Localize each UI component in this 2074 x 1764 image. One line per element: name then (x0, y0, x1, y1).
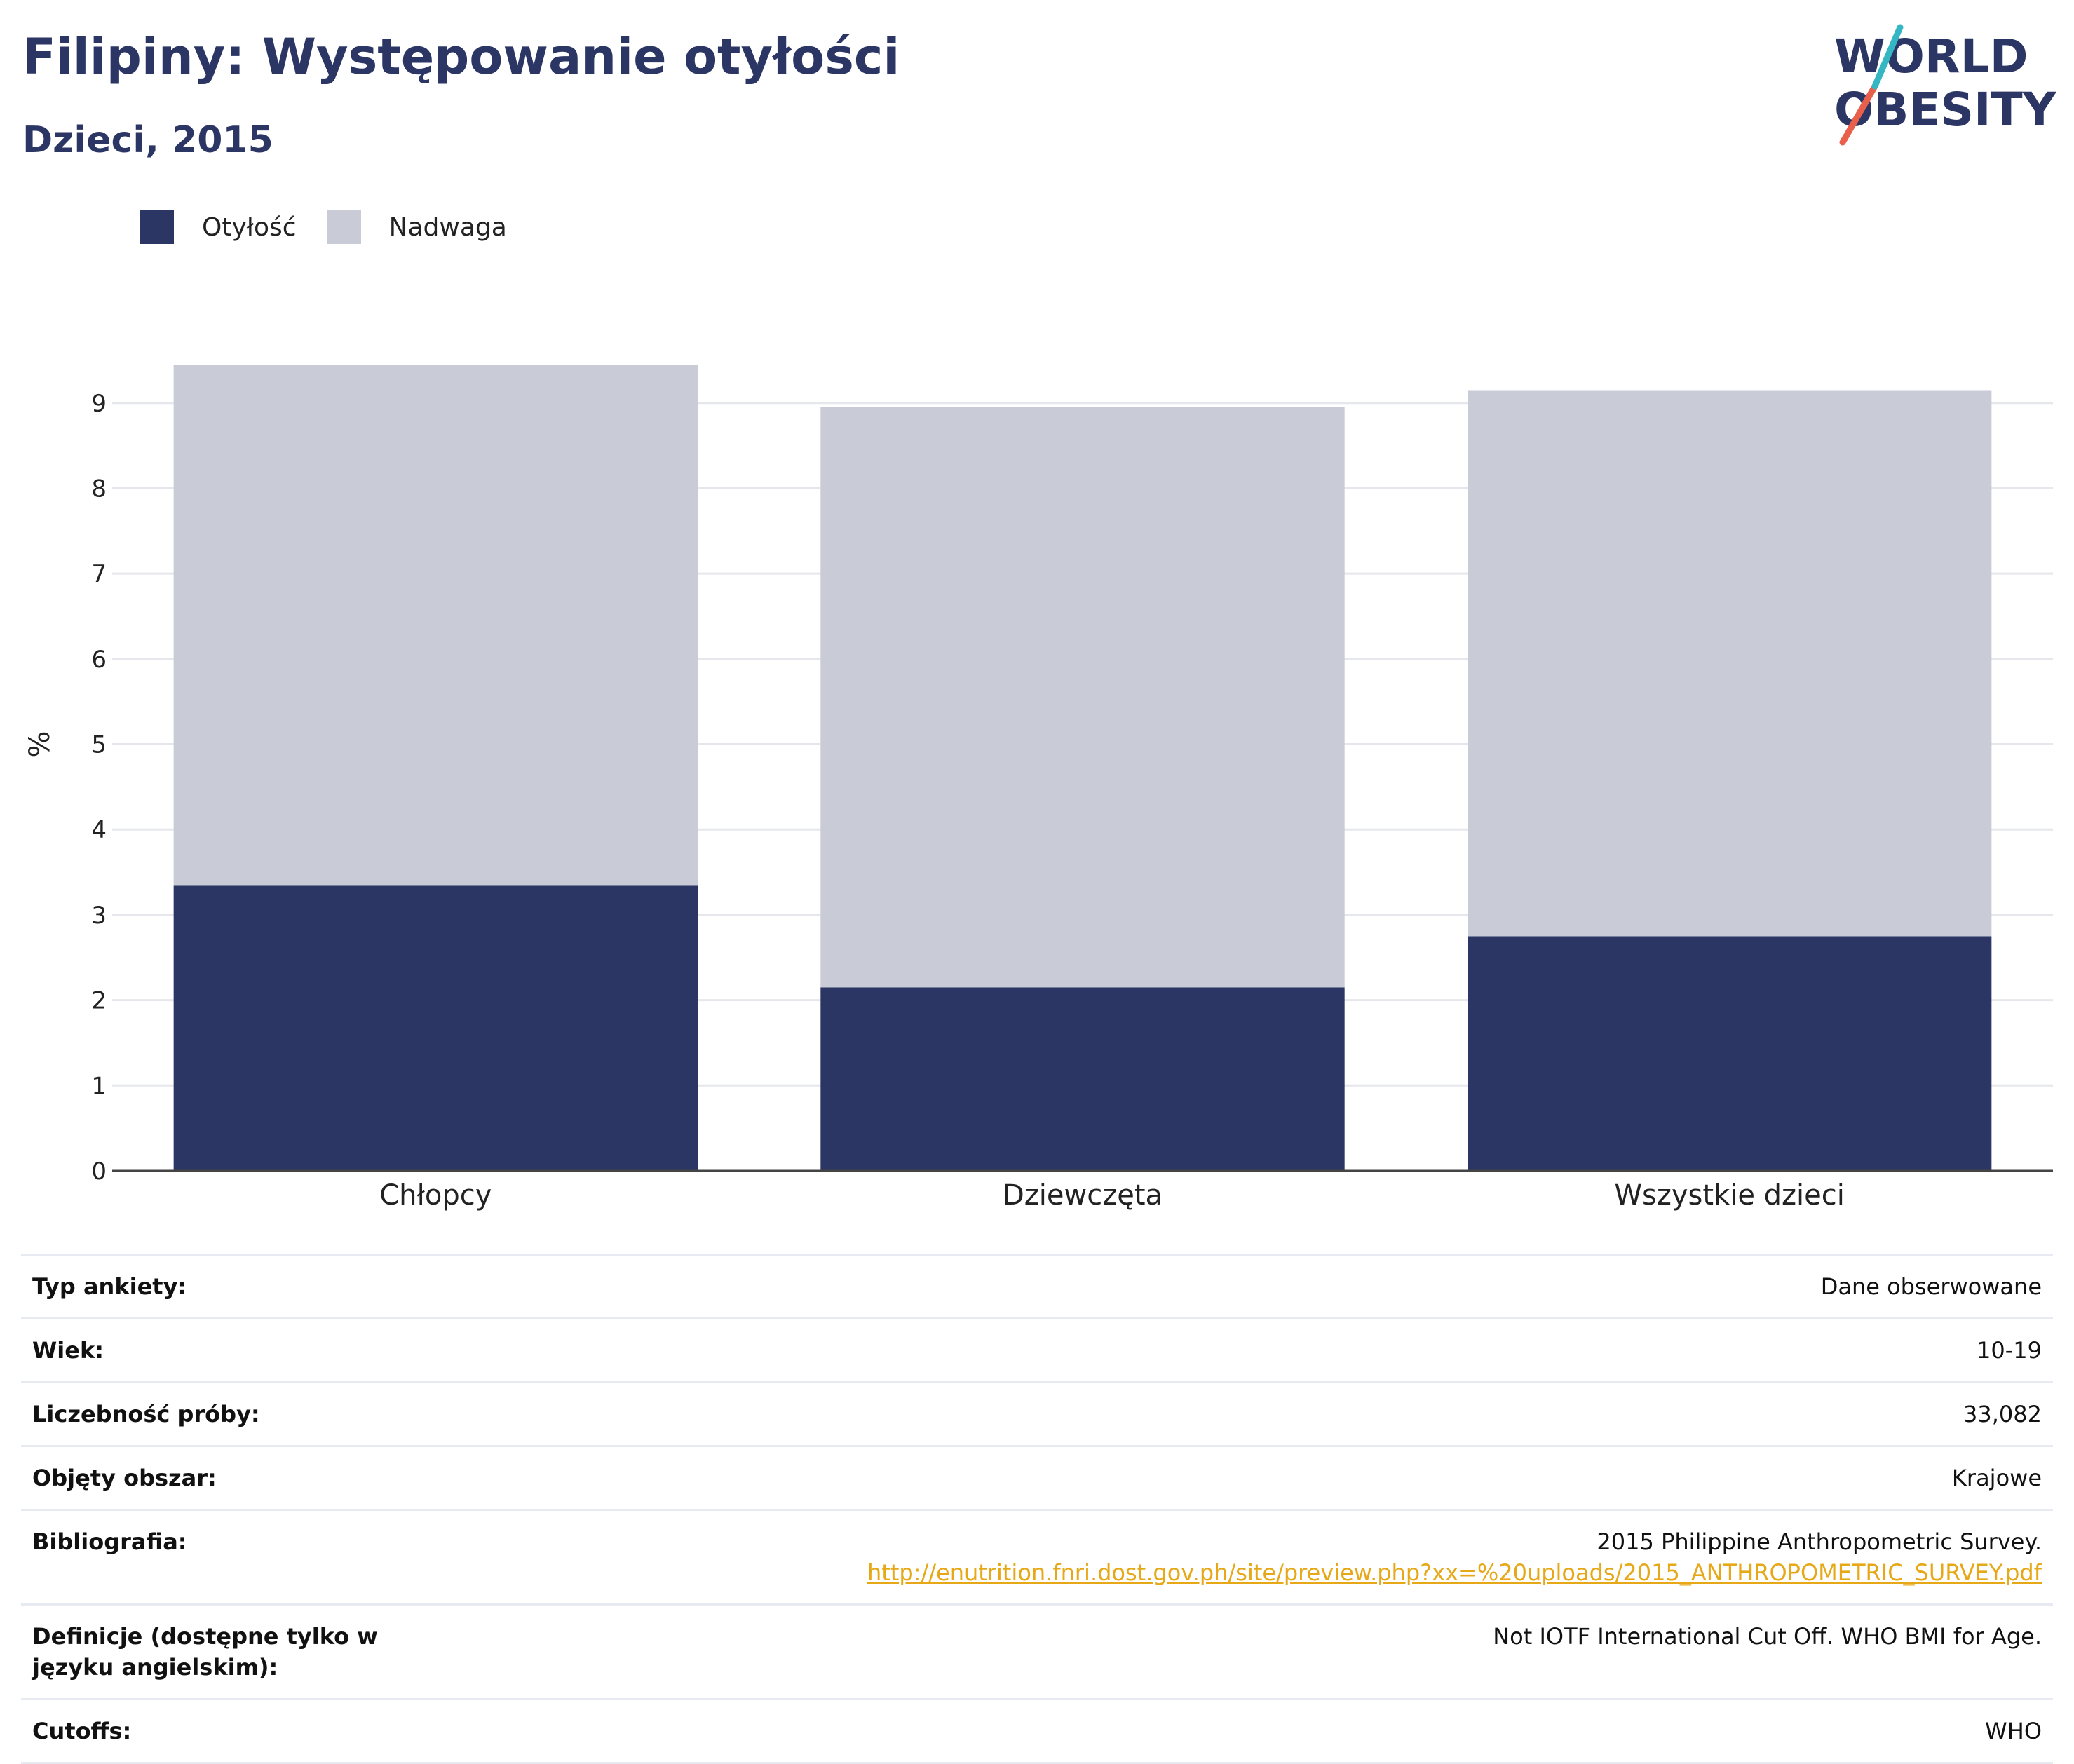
legend-item-obesity[interactable]: Otyłość (140, 210, 297, 244)
details-label: Liczebność próby: (21, 1381, 478, 1446)
legend-swatch-overweight (327, 210, 361, 244)
y-tick-label: 6 (91, 646, 107, 674)
y-tick-label: 3 (91, 902, 107, 930)
y-tick-label: 7 (91, 560, 107, 588)
details-value: 2015 Philippine Anthropometric Survey. (1597, 1528, 2042, 1555)
chart-subtitle: Dzieci, 2015 (22, 119, 273, 161)
legend-swatch-obesity (140, 210, 174, 244)
details-row-age: Wiek: 10-19 (21, 1317, 2053, 1383)
y-tick-label: 4 (91, 816, 107, 844)
details-value: WHO (478, 1698, 2053, 1764)
details-table: Typ ankiety: Dane obserwowane Wiek: 10-1… (21, 1254, 2053, 1764)
details-row-bibliography: Bibliografia: 2015 Philippine Anthropome… (21, 1509, 2053, 1605)
legend-label-obesity: Otyłość (202, 212, 297, 242)
bar-overweight-2 (1467, 390, 1992, 937)
bar-overweight-0 (173, 365, 698, 886)
logo-slash-teal (1871, 24, 1904, 90)
y-tick-label: 0 (91, 1158, 107, 1186)
details-label: Objęty obszar: (21, 1445, 478, 1510)
bar-obesity-2 (1467, 936, 1992, 1171)
y-tick-label: 8 (91, 475, 107, 503)
details-label: Typ ankiety: (21, 1254, 478, 1319)
details-label: Wiek: (21, 1317, 478, 1383)
y-tick-label: 5 (91, 731, 107, 759)
details-value: Not IOTF International Cut Off. WHO BMI … (478, 1603, 2053, 1699)
world-obesity-logo: WORLD OBESITY (1834, 24, 2057, 146)
logo-line1: WORLD (1834, 29, 2028, 83)
legend-label-overweight: Nadwaga (388, 212, 507, 242)
chart-legend: Otyłość Nadwaga (140, 209, 538, 245)
details-row-area: Objęty obszar: Krajowe (21, 1445, 2053, 1510)
bar-obesity-0 (173, 885, 698, 1171)
x-tick-label: Chłopcy (379, 1179, 492, 1212)
details-value: Krajowe (478, 1445, 2053, 1510)
details-label: Cutoffs: (21, 1698, 478, 1764)
details-row-sample-size: Liczebność próby: 33,082 (21, 1381, 2053, 1446)
logo-slash-red (1839, 83, 1878, 146)
details-value: Dane obserwowane (478, 1254, 2053, 1319)
details-label: Definicje (dostępne tylko w języku angie… (21, 1603, 478, 1699)
chart-title: Filipiny: Występowanie otyłości (22, 28, 900, 86)
y-tick-label: 9 (91, 390, 107, 418)
details-row-definitions: Definicje (dostępne tylko w języku angie… (21, 1603, 2053, 1699)
bar-overweight-1 (820, 407, 1345, 988)
y-tick-label: 1 (91, 1072, 107, 1100)
y-tick-label: 2 (91, 987, 107, 1015)
details-label: Bibliografia: (21, 1509, 478, 1605)
x-tick-label: Wszystkie dzieci (1614, 1179, 1844, 1212)
details-row-cutoffs: Cutoffs: WHO (21, 1698, 2053, 1764)
logo-line2: OBESITY (1834, 83, 2057, 137)
bibliography-link[interactable]: http://enutrition.fnri.dost.gov.ph/site/… (867, 1559, 2042, 1586)
details-value: 33,082 (478, 1381, 2053, 1446)
details-value-cell: 2015 Philippine Anthropometric Survey. h… (478, 1509, 2053, 1605)
y-axis-label: % (24, 731, 56, 758)
bar-obesity-1 (820, 987, 1345, 1171)
details-row-survey-type: Typ ankiety: Dane obserwowane (21, 1254, 2053, 1319)
x-tick-label: Dziewczęta (1003, 1179, 1163, 1212)
legend-item-overweight[interactable]: Nadwaga (327, 210, 507, 244)
stacked-bar-chart: 0 1 2 3 4 5 6 7 8 9% Chłopcy Dziewczęta Wszystkie dz… (24, 365, 2053, 1212)
details-value: 10-19 (478, 1317, 2053, 1383)
